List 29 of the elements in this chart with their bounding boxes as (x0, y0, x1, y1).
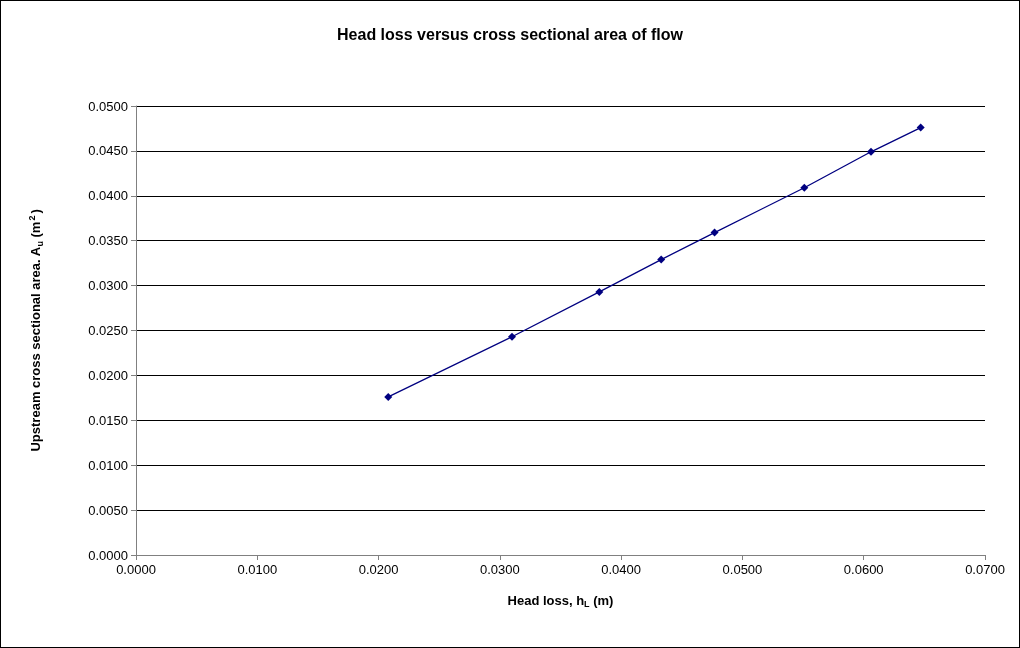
y-tick-label: 0.0000 (88, 547, 128, 563)
chart-title: Head loss versus cross sectional area of flow (337, 25, 684, 43)
y-tick-label: 0.0350 (88, 233, 128, 249)
point (657, 255, 666, 264)
y-tick-label: 0.0050 (88, 502, 128, 518)
x-tick-label: 0.0500 (722, 562, 763, 577)
y-tick-label: 0.0100 (88, 457, 128, 473)
x-tick-label: 0.0100 (237, 562, 278, 577)
y-axis-title: Upstream cross sectional area. Au (m2) (26, 209, 45, 452)
x-tick-label: 0.0300 (479, 562, 520, 577)
y-tick-label: 0.0500 (88, 98, 128, 114)
point (866, 147, 875, 156)
point (710, 228, 719, 237)
point (800, 183, 809, 192)
y-tick-label: 0.0150 (88, 412, 128, 428)
point (595, 287, 604, 296)
y-tick-label: 0.0400 (88, 188, 128, 204)
x-tick-label: 0.0200 (358, 562, 399, 577)
y-tick-label: 0.0300 (88, 278, 128, 294)
point (916, 123, 925, 132)
point (384, 392, 393, 401)
x-tick-label: 0.0400 (601, 562, 642, 577)
x-tick-label: 0.0000 (116, 562, 156, 577)
y-tick-label: 0.0200 (88, 367, 128, 383)
point (507, 332, 516, 341)
x-tick-label: 0.0700 (965, 562, 1005, 577)
x-tick-label: 0.0600 (843, 562, 884, 577)
y-tick-label: 0.0450 (88, 143, 128, 159)
y-tick-label: 0.0250 (88, 323, 128, 338)
